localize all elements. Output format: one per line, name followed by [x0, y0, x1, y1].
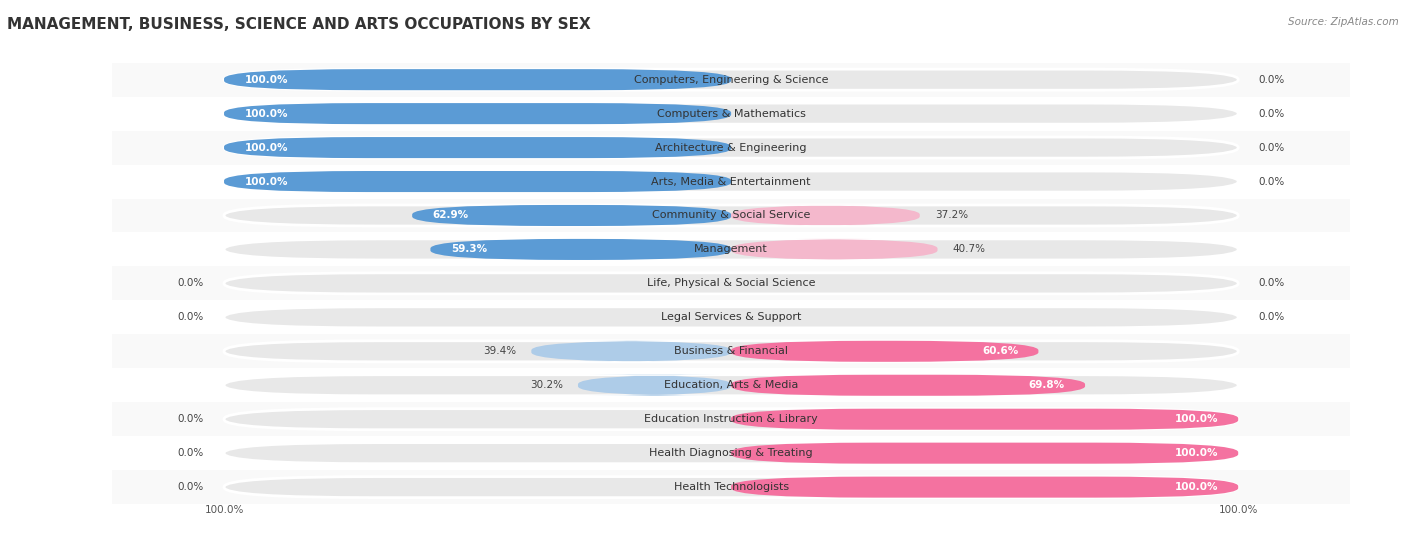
FancyBboxPatch shape: [412, 205, 731, 226]
Text: 100.0%: 100.0%: [204, 505, 243, 515]
Text: 60.6%: 60.6%: [981, 346, 1018, 356]
Text: 100.0%: 100.0%: [1174, 482, 1218, 492]
Text: 69.8%: 69.8%: [1029, 380, 1064, 390]
Text: Business & Financial: Business & Financial: [673, 346, 789, 356]
Text: Education, Arts & Media: Education, Arts & Media: [664, 380, 799, 390]
FancyBboxPatch shape: [731, 239, 938, 260]
FancyBboxPatch shape: [430, 239, 731, 260]
FancyBboxPatch shape: [112, 300, 1350, 334]
Text: MANAGEMENT, BUSINESS, SCIENCE AND ARTS OCCUPATIONS BY SEX: MANAGEMENT, BUSINESS, SCIENCE AND ARTS O…: [7, 17, 591, 32]
FancyBboxPatch shape: [112, 402, 1350, 436]
FancyBboxPatch shape: [731, 409, 1239, 430]
Text: 100.0%: 100.0%: [245, 177, 288, 187]
Text: 0.0%: 0.0%: [1258, 143, 1285, 153]
Text: 0.0%: 0.0%: [177, 414, 204, 424]
FancyBboxPatch shape: [112, 436, 1350, 470]
Text: 0.0%: 0.0%: [1258, 278, 1285, 288]
FancyBboxPatch shape: [731, 477, 1239, 498]
Text: 0.0%: 0.0%: [1258, 75, 1285, 84]
FancyBboxPatch shape: [224, 273, 1239, 294]
FancyBboxPatch shape: [731, 205, 920, 226]
FancyBboxPatch shape: [224, 341, 1239, 362]
FancyBboxPatch shape: [112, 97, 1350, 131]
Text: Source: ZipAtlas.com: Source: ZipAtlas.com: [1288, 17, 1399, 27]
Text: 100.0%: 100.0%: [245, 75, 288, 84]
Text: 100.0%: 100.0%: [245, 143, 288, 153]
Text: Architecture & Engineering: Architecture & Engineering: [655, 143, 807, 153]
Text: 40.7%: 40.7%: [953, 244, 986, 254]
FancyBboxPatch shape: [112, 267, 1350, 300]
FancyBboxPatch shape: [224, 477, 1239, 498]
FancyBboxPatch shape: [224, 103, 731, 124]
Text: Education Instruction & Library: Education Instruction & Library: [644, 414, 818, 424]
Text: 100.0%: 100.0%: [245, 108, 288, 119]
FancyBboxPatch shape: [224, 69, 1239, 90]
FancyBboxPatch shape: [112, 131, 1350, 164]
Text: Legal Services & Support: Legal Services & Support: [661, 312, 801, 323]
FancyBboxPatch shape: [578, 375, 731, 396]
FancyBboxPatch shape: [224, 171, 731, 192]
Text: Health Technologists: Health Technologists: [673, 482, 789, 492]
Text: 100.0%: 100.0%: [1174, 414, 1218, 424]
Text: 100.0%: 100.0%: [1174, 448, 1218, 458]
FancyBboxPatch shape: [224, 137, 1239, 158]
FancyBboxPatch shape: [224, 375, 1239, 396]
Text: 0.0%: 0.0%: [1258, 312, 1285, 323]
Text: Computers, Engineering & Science: Computers, Engineering & Science: [634, 75, 828, 84]
Text: Arts, Media & Entertainment: Arts, Media & Entertainment: [651, 177, 811, 187]
FancyBboxPatch shape: [224, 409, 1239, 430]
Text: Life, Physical & Social Science: Life, Physical & Social Science: [647, 278, 815, 288]
FancyBboxPatch shape: [112, 233, 1350, 267]
FancyBboxPatch shape: [224, 307, 1239, 328]
FancyBboxPatch shape: [224, 69, 731, 90]
Text: 0.0%: 0.0%: [177, 482, 204, 492]
FancyBboxPatch shape: [224, 239, 1239, 260]
Text: Community & Social Service: Community & Social Service: [652, 211, 810, 220]
Text: 62.9%: 62.9%: [433, 211, 468, 220]
Text: Health Diagnosing & Treating: Health Diagnosing & Treating: [650, 448, 813, 458]
Text: 39.4%: 39.4%: [484, 346, 516, 356]
FancyBboxPatch shape: [112, 198, 1350, 233]
FancyBboxPatch shape: [112, 164, 1350, 198]
FancyBboxPatch shape: [224, 137, 731, 158]
FancyBboxPatch shape: [731, 443, 1239, 463]
FancyBboxPatch shape: [531, 341, 731, 362]
FancyBboxPatch shape: [112, 470, 1350, 504]
FancyBboxPatch shape: [224, 171, 1239, 192]
Text: 30.2%: 30.2%: [530, 380, 562, 390]
Text: 59.3%: 59.3%: [451, 244, 486, 254]
Text: 0.0%: 0.0%: [177, 448, 204, 458]
Text: Computers & Mathematics: Computers & Mathematics: [657, 108, 806, 119]
Text: 0.0%: 0.0%: [177, 312, 204, 323]
Text: 37.2%: 37.2%: [935, 211, 969, 220]
Text: 0.0%: 0.0%: [1258, 108, 1285, 119]
Text: 0.0%: 0.0%: [177, 278, 204, 288]
Text: Management: Management: [695, 244, 768, 254]
FancyBboxPatch shape: [224, 443, 1239, 463]
FancyBboxPatch shape: [731, 341, 1039, 362]
FancyBboxPatch shape: [112, 368, 1350, 402]
FancyBboxPatch shape: [112, 63, 1350, 97]
FancyBboxPatch shape: [731, 375, 1085, 396]
FancyBboxPatch shape: [112, 334, 1350, 368]
FancyBboxPatch shape: [224, 205, 1239, 226]
Text: 100.0%: 100.0%: [1219, 505, 1258, 515]
Text: 0.0%: 0.0%: [1258, 177, 1285, 187]
FancyBboxPatch shape: [224, 103, 1239, 124]
